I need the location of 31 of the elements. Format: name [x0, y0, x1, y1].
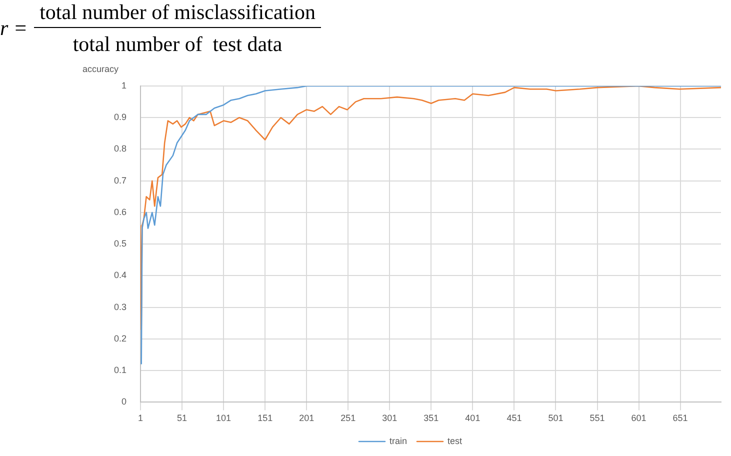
y-tick-label: 0.9	[114, 112, 127, 122]
x-tick-label: 351	[424, 413, 439, 424]
y-axis-title: accuracy	[82, 64, 120, 74]
x-tick-label: 401	[465, 413, 480, 424]
text: r =	[0, 16, 28, 40]
legend-label: train	[389, 436, 408, 446]
text: total number of test data	[72, 30, 282, 56]
x-tick-label: 501	[548, 413, 564, 424]
y-tick-label: 0.8	[114, 144, 127, 154]
y-tick-label: 0.6	[114, 206, 127, 217]
y-tick-label: 0.1	[114, 365, 127, 376]
x-tick-label: 51	[177, 413, 188, 424]
x-tick-label: 151	[258, 413, 273, 424]
y-tick-label: 1	[121, 80, 127, 90]
x-tick-label: 651	[672, 413, 688, 424]
x-tick-label: 601	[631, 413, 646, 424]
y-tick-label: 0.5	[114, 238, 127, 249]
x-tick-label: 451	[506, 413, 522, 424]
x-tick-label: 251	[340, 413, 356, 424]
y-tick-label: 0.7	[114, 175, 127, 186]
x-tick-label: 101	[216, 413, 232, 424]
x-tick-label: 301	[382, 413, 398, 424]
y-tick-label: 0.4	[114, 270, 127, 280]
x-tick-label: 201	[299, 413, 314, 424]
y-tick-label: 0.3	[114, 302, 127, 312]
x-tick-label: 551	[590, 413, 605, 424]
text: total number of misclassification	[34, 0, 322, 28]
y-tick-label: 0.2	[114, 333, 127, 344]
x-tick-label: 1	[138, 413, 144, 424]
legend-label: test	[448, 436, 463, 446]
y-tick-label: 0	[121, 396, 127, 407]
